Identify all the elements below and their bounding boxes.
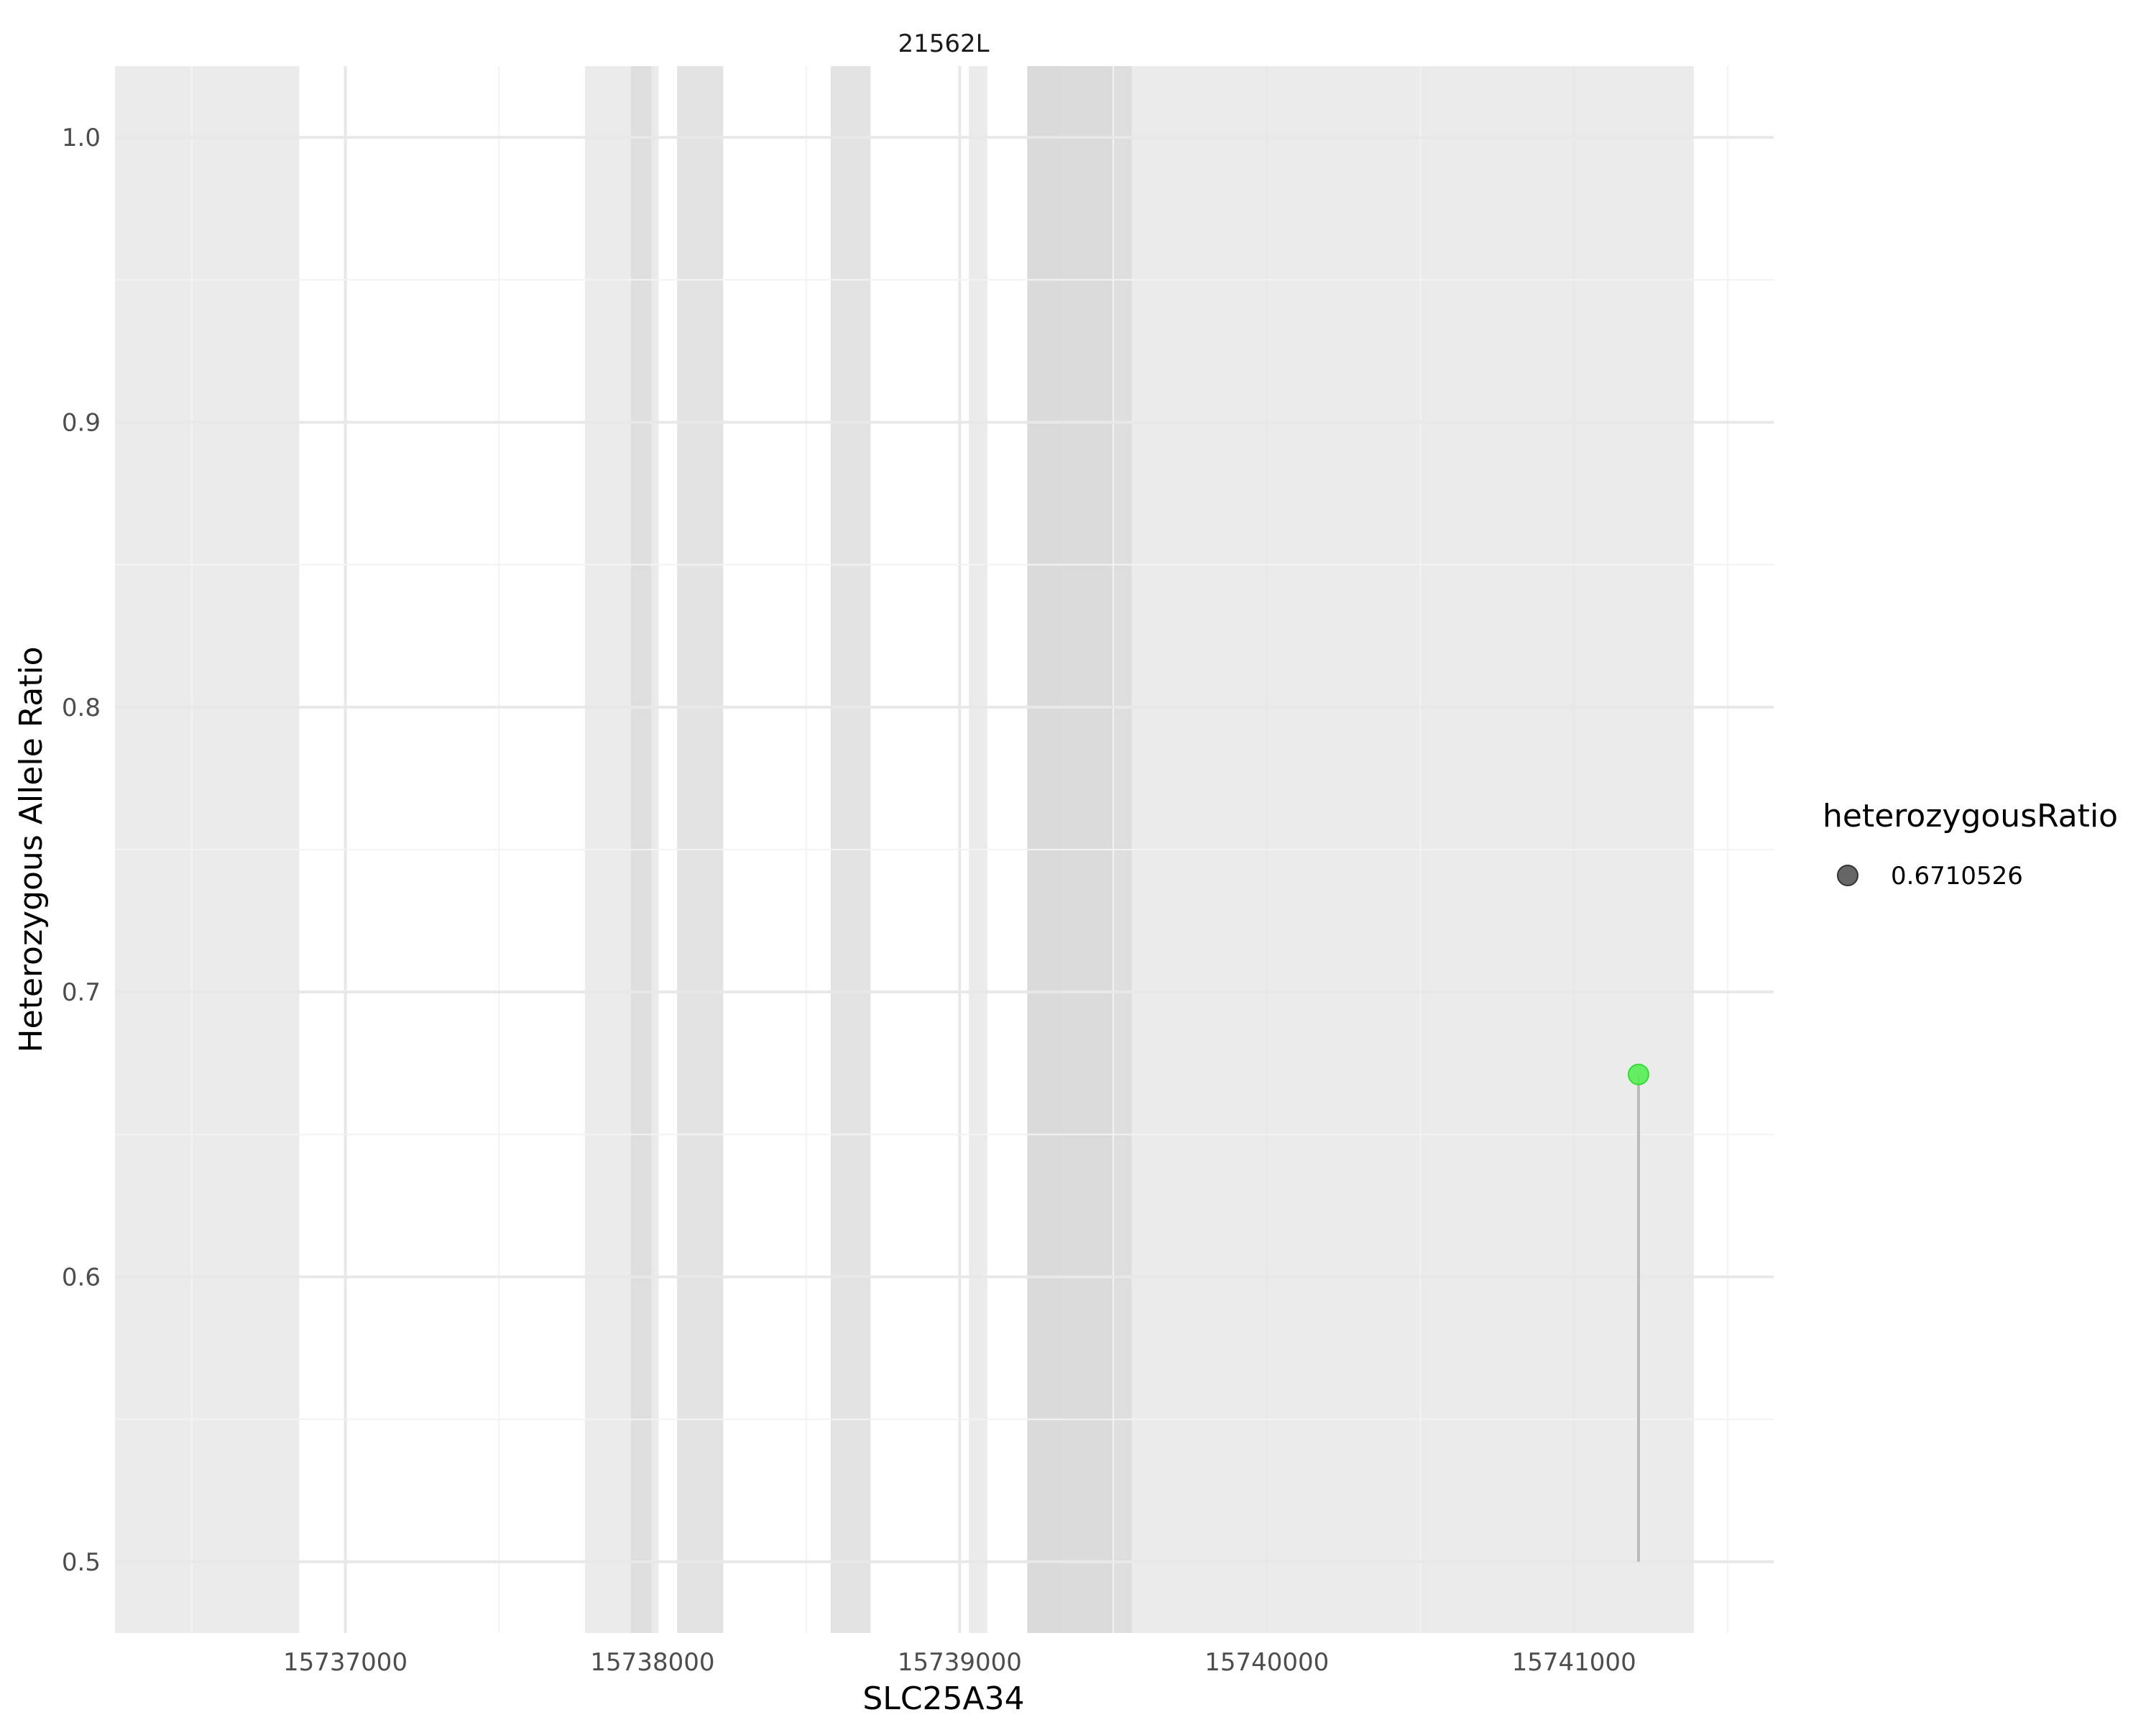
y-tick-labels: 0.5 0.6 0.7 0.8 0.9 1.0 (62, 124, 101, 1577)
x-tick-label-4: 15741000 (1512, 1648, 1636, 1677)
legend-title: heterozygousRatio (1823, 798, 2118, 834)
y-tick-label-1: 0.6 (62, 1264, 101, 1292)
data-points (1627, 1063, 1649, 1085)
x-tick-labels: 15737000 15738000 15739000 15740000 15741000 (283, 1648, 1636, 1677)
x-axis-title: SLC25A34 (862, 1680, 1024, 1717)
legend-label: 0.6710526 (1891, 862, 2023, 891)
chart-title: 21562L (898, 29, 989, 58)
legend: heterozygousRatio 0.6710526 (1823, 798, 2118, 891)
x-tick-label-0: 15737000 (283, 1648, 407, 1677)
y-tick-label-0: 0.5 (62, 1548, 101, 1577)
grid-lines (115, 66, 1774, 1633)
y-axis-title: Heterozygous Allele Ratio (13, 646, 50, 1052)
data-point-0-0 (1627, 1063, 1649, 1085)
x-tick-label-3: 15740000 (1204, 1648, 1329, 1677)
y-tick-label-3: 0.8 (62, 694, 101, 722)
y-tick-label-2: 0.7 (62, 978, 101, 1007)
y-tick-label-4: 0.9 (62, 408, 101, 437)
x-tick-label-1: 15738000 (590, 1648, 714, 1677)
x-tick-label-2: 15739000 (898, 1648, 1022, 1677)
legend-key-point (1837, 865, 1858, 886)
y-tick-label-5: 1.0 (62, 124, 101, 152)
